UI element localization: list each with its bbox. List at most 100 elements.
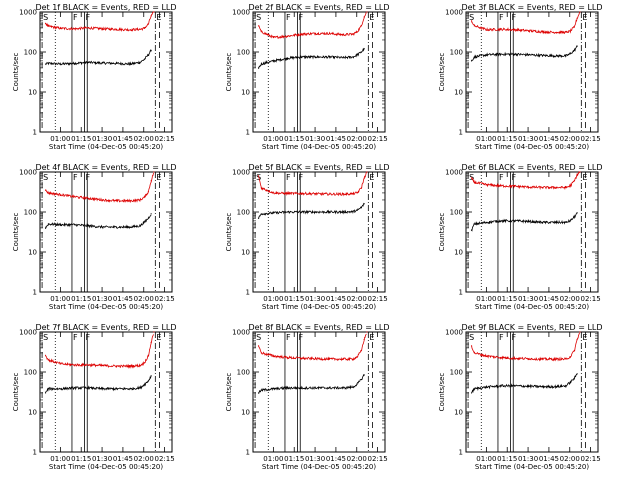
data-point-events [74,224,76,226]
data-point-events [88,387,90,389]
marker-label: S [469,13,474,22]
marker-label: F [73,173,78,182]
data-point-events [328,387,331,389]
y-tick-label: 100 [24,209,37,217]
data-point-lld [147,191,149,193]
data-point-lld [356,31,358,33]
panel-9: Det 9f BLACK = Events, RED = LLD 1 10 100 10… [438,323,603,471]
data-point-events [363,203,365,205]
x-tick-label: 01:45 [539,455,559,463]
x-tick-label: 01:30 [92,455,112,463]
data-point-lld [514,185,516,187]
data-point-lld [356,356,358,358]
y-tick-label: 1000 [19,169,37,177]
plot-frame [39,331,173,453]
series-line-events [258,202,365,219]
data-point-lld [88,197,90,199]
data-point-events [527,54,530,56]
y-axis-label: Counts/sec [12,373,20,412]
marker-label: E [156,173,161,182]
data-point-lld [514,357,516,359]
y-tick-label: 100 [237,209,250,217]
data-point-events [143,221,145,223]
data-point-lld [360,350,362,352]
data-point-lld [342,358,344,360]
y-tick-label: 100 [24,369,37,377]
data-point-events [328,56,331,58]
y-axis-label: Counts/sec [12,213,20,252]
data-point-events [47,388,49,390]
data-point-lld [143,196,145,199]
data-point-lld [314,32,317,35]
data-point-events [514,385,516,387]
data-point-lld [129,200,131,202]
data-point-lld [129,29,131,31]
marker-label: E [582,333,587,342]
x-tick-label: 01:45 [326,295,346,303]
marker-label: S [469,333,474,342]
x-tick-label: 01:15 [497,135,517,143]
series-line-lld [45,11,154,32]
y-tick-label: 1000 [232,329,250,337]
data-point-lld [565,358,567,360]
x-axis-label: Start Time (04-Dec-05 00:45:20) [262,303,376,311]
data-point-lld [363,338,365,341]
panel-title: Det 1f BLACK = Events, RED = LLD [35,3,176,12]
data-point-events [88,61,90,63]
data-point-events [514,220,516,222]
data-point-lld [60,363,62,365]
x-tick-label: 01:15 [71,295,91,303]
x-tick-label: 02:00 [134,295,154,303]
x-tick-label: 01:30 [518,455,538,463]
x-tick-label: 02:15 [368,455,388,463]
data-point-events [569,220,571,222]
data-point-lld [363,16,365,18]
marker-label: S [256,333,261,342]
x-tick-label: 02:15 [368,295,388,303]
data-point-lld [273,192,275,194]
data-point-lld [147,355,149,357]
data-point-lld [44,22,47,24]
data-point-lld [47,359,49,361]
y-axis-label: Counts/sec [438,53,446,92]
marker-label: E [369,333,374,342]
data-point-lld [153,331,155,333]
x-tick-label: 01:30 [518,295,538,303]
series-line-lld [45,172,154,203]
data-point-events [273,388,275,390]
data-point-events [147,217,149,219]
x-tick-label: 02:15 [155,135,175,143]
data-point-events [139,387,141,389]
y-axis-label: Counts/sec [225,373,233,412]
series-line-lld [45,334,154,369]
panel-title: Det 9f BLACK = Events, RED = LLD [461,323,602,332]
marker-label: F [85,333,90,342]
data-point-lld [115,28,118,30]
x-tick-label: 01:45 [113,295,133,303]
x-tick-label: 02:15 [368,135,388,143]
data-point-events [573,216,575,218]
data-point-lld [486,29,488,31]
y-tick-label: 10 [241,409,250,417]
x-axis-label: Start Time (04-Dec-05 00:45:20) [475,143,589,151]
y-tick-label: 10 [28,249,37,257]
plot-frame [39,171,173,293]
data-point-events [101,388,104,390]
data-point-lld [257,345,260,347]
data-point-lld [139,364,141,367]
x-tick-label: 01:00 [50,455,70,463]
data-point-lld [541,358,544,360]
data-point-lld [486,355,488,357]
data-point-lld [101,364,104,367]
data-point-events [74,62,76,64]
data-point-events [356,383,358,385]
series-line-lld [471,171,580,191]
x-tick-label: 01:00 [476,295,496,303]
y-tick-label: 10 [241,89,250,97]
panel-8: Det 8f BLACK = Events, RED = LLD 1 10 100 10… [225,323,390,471]
data-point-lld [360,25,362,27]
y-tick-label: 100 [450,369,463,377]
data-point-events [352,386,354,388]
data-point-events [541,386,544,388]
